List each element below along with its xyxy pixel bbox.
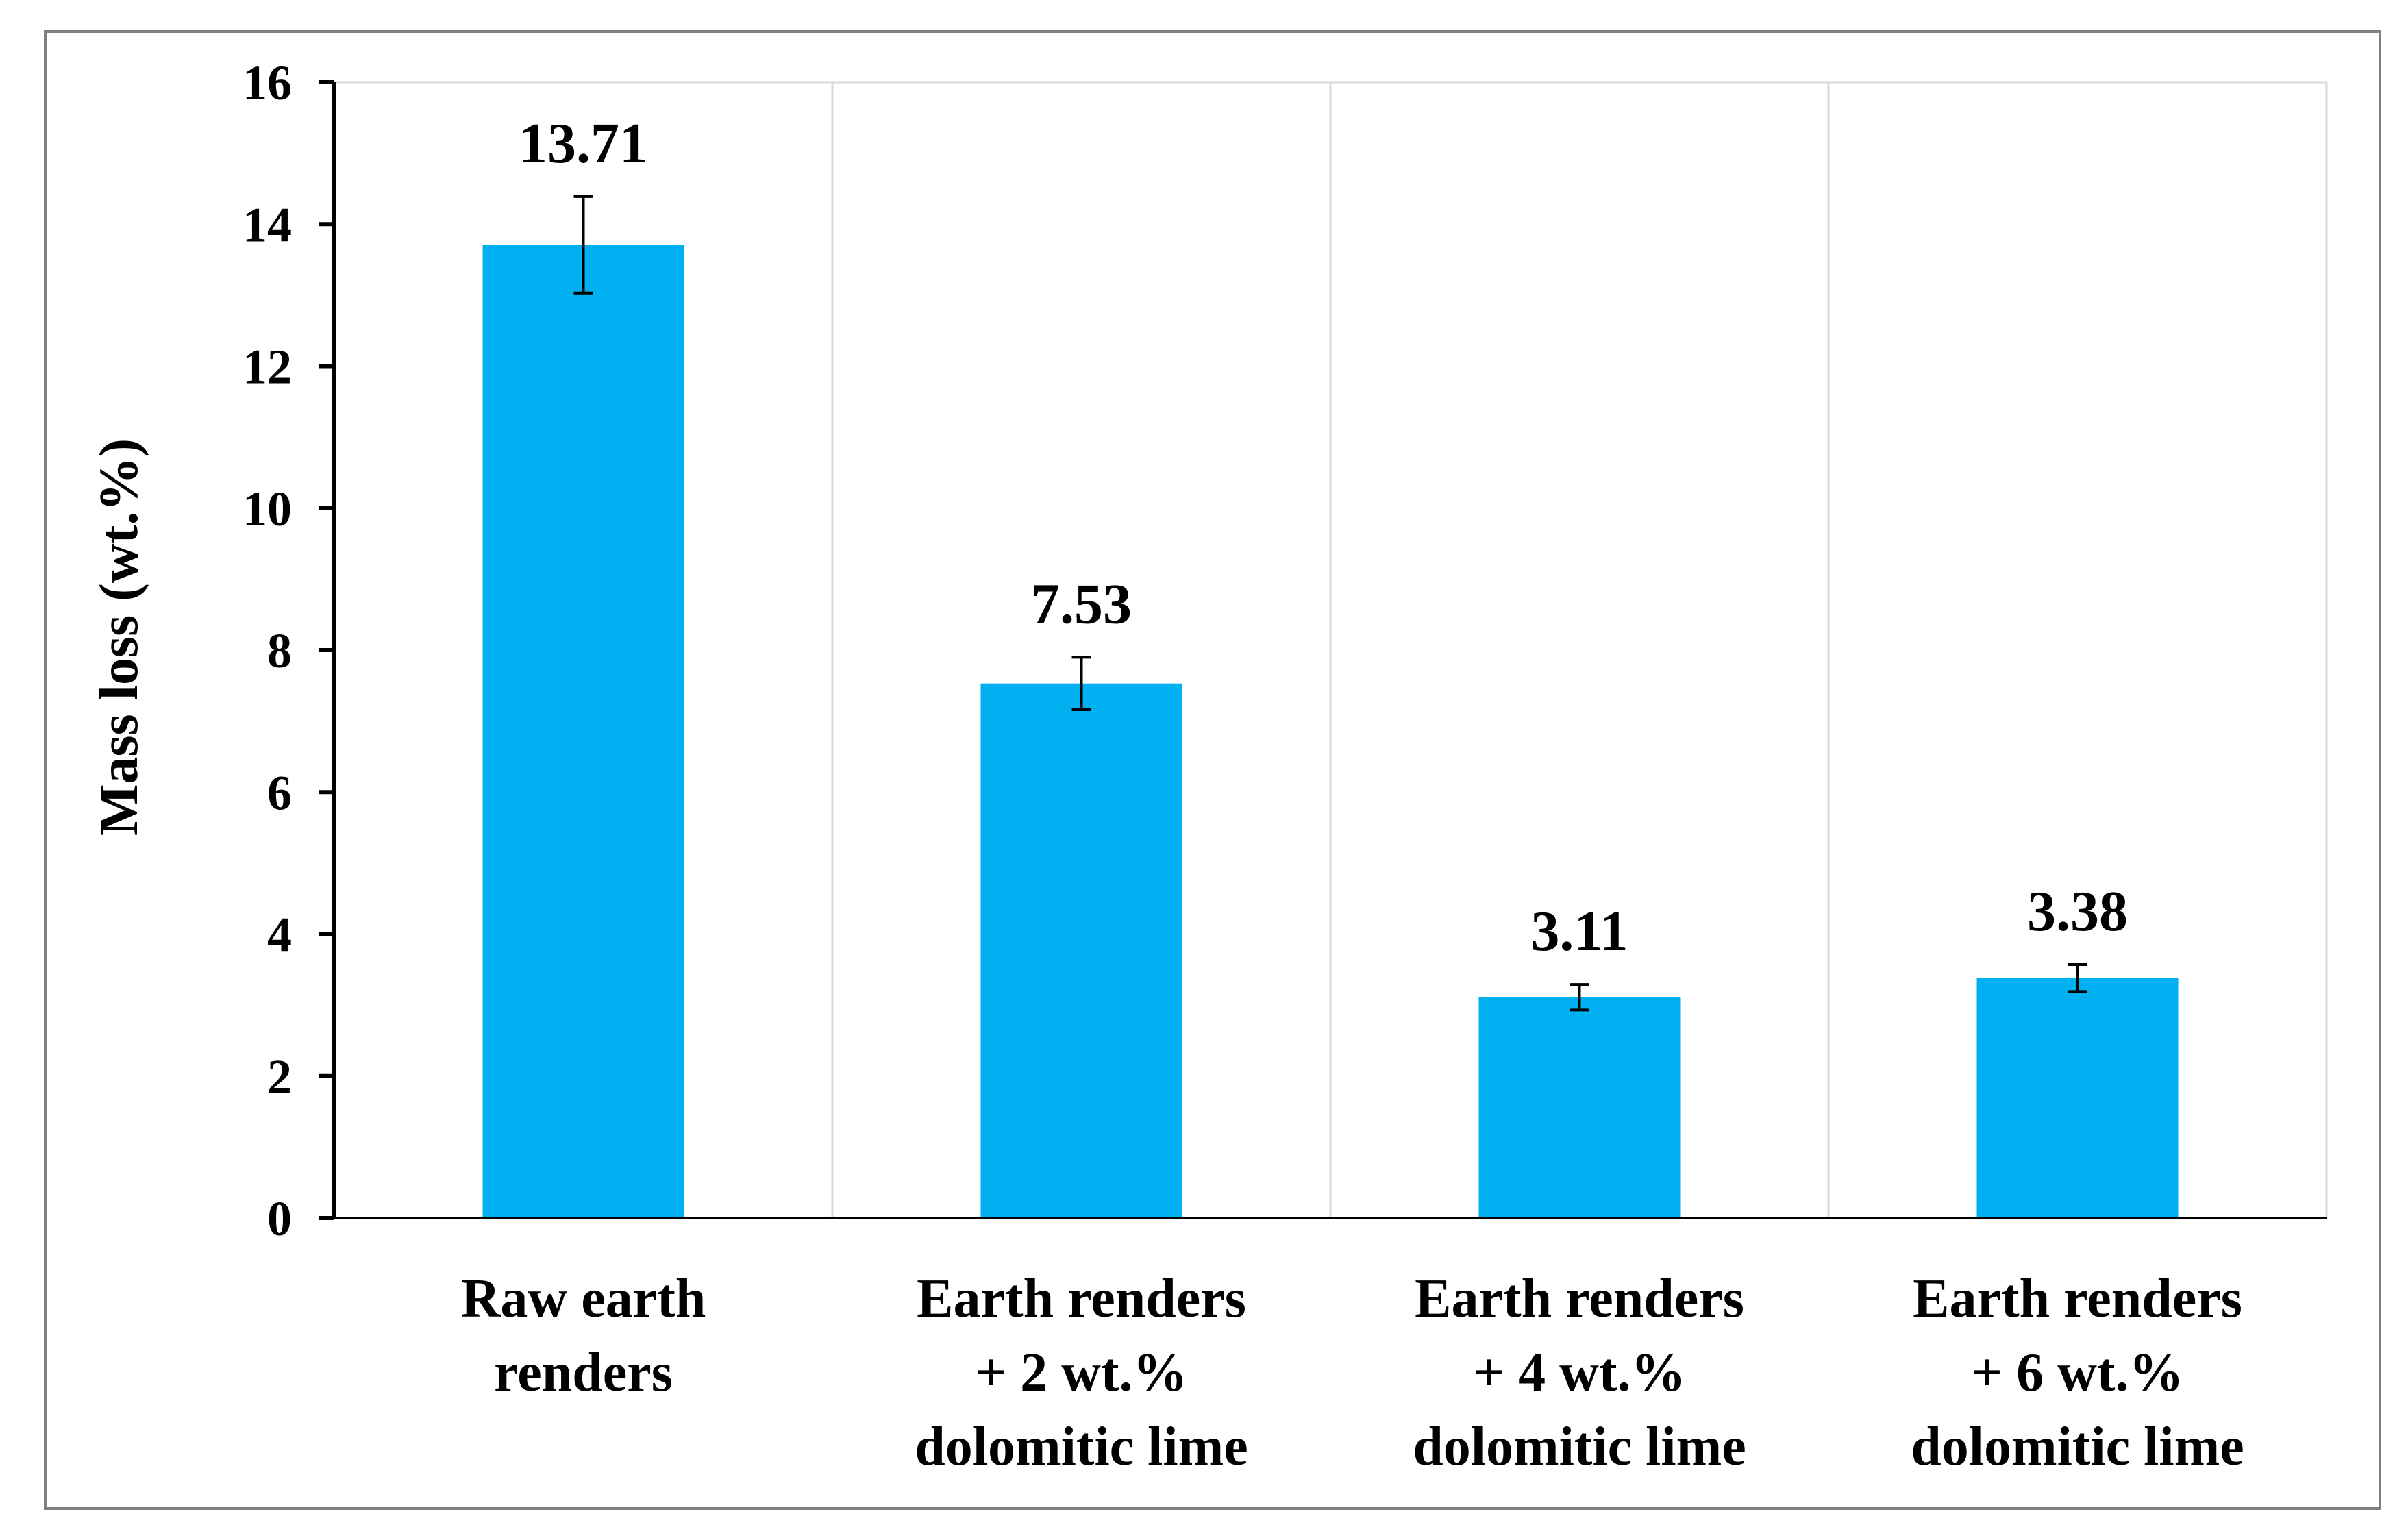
y-tick-label: 16 <box>243 55 292 110</box>
bar <box>482 245 684 1218</box>
category-label-line: Earth renders <box>917 1269 1246 1329</box>
y-tick-label: 2 <box>267 1050 292 1104</box>
category-label-line: + 6 wt.% <box>1972 1343 2184 1403</box>
category-label-line: dolomitic lime <box>1413 1417 1746 1477</box>
y-axis-title: Mass loss (wt.%) <box>89 438 149 836</box>
y-tick-label: 8 <box>267 623 292 678</box>
bar <box>1478 997 1681 1218</box>
data-label: 7.53 <box>1031 572 1132 636</box>
data-label: 3.11 <box>1530 899 1628 963</box>
category-label-line: Earth renders <box>1913 1269 2242 1329</box>
y-tick-label: 4 <box>267 908 292 962</box>
data-label: 13.71 <box>519 112 648 175</box>
bar <box>1976 978 2179 1218</box>
labels-layer: 13.71 Raw earth renders 7.53 Earth renders + … <box>243 55 2244 1477</box>
bars-layer <box>482 245 2179 1218</box>
category-label-line: dolomitic lime <box>915 1417 1248 1477</box>
category-label-line: + 2 wt.% <box>976 1343 1188 1403</box>
y-tick-label: 6 <box>267 765 292 820</box>
category-label-line: dolomitic lime <box>1911 1417 2244 1477</box>
axis-layer <box>319 80 2327 1220</box>
category-label-line: + 4 wt.% <box>1474 1343 1686 1403</box>
chart-frame <box>44 30 2381 1510</box>
error-bars-layer <box>573 195 2087 1012</box>
y-tick-label: 0 <box>267 1191 292 1246</box>
y-tick-label: 14 <box>243 197 292 252</box>
category-label-line: renders <box>494 1343 673 1403</box>
category-label-line: Raw earth <box>461 1269 706 1329</box>
data-label: 3.38 <box>2027 880 2128 943</box>
category-label-line: Earth renders <box>1415 1269 1744 1329</box>
bar <box>980 683 1182 1218</box>
y-tick-label: 12 <box>243 340 292 395</box>
y-tick-label: 10 <box>243 482 292 536</box>
